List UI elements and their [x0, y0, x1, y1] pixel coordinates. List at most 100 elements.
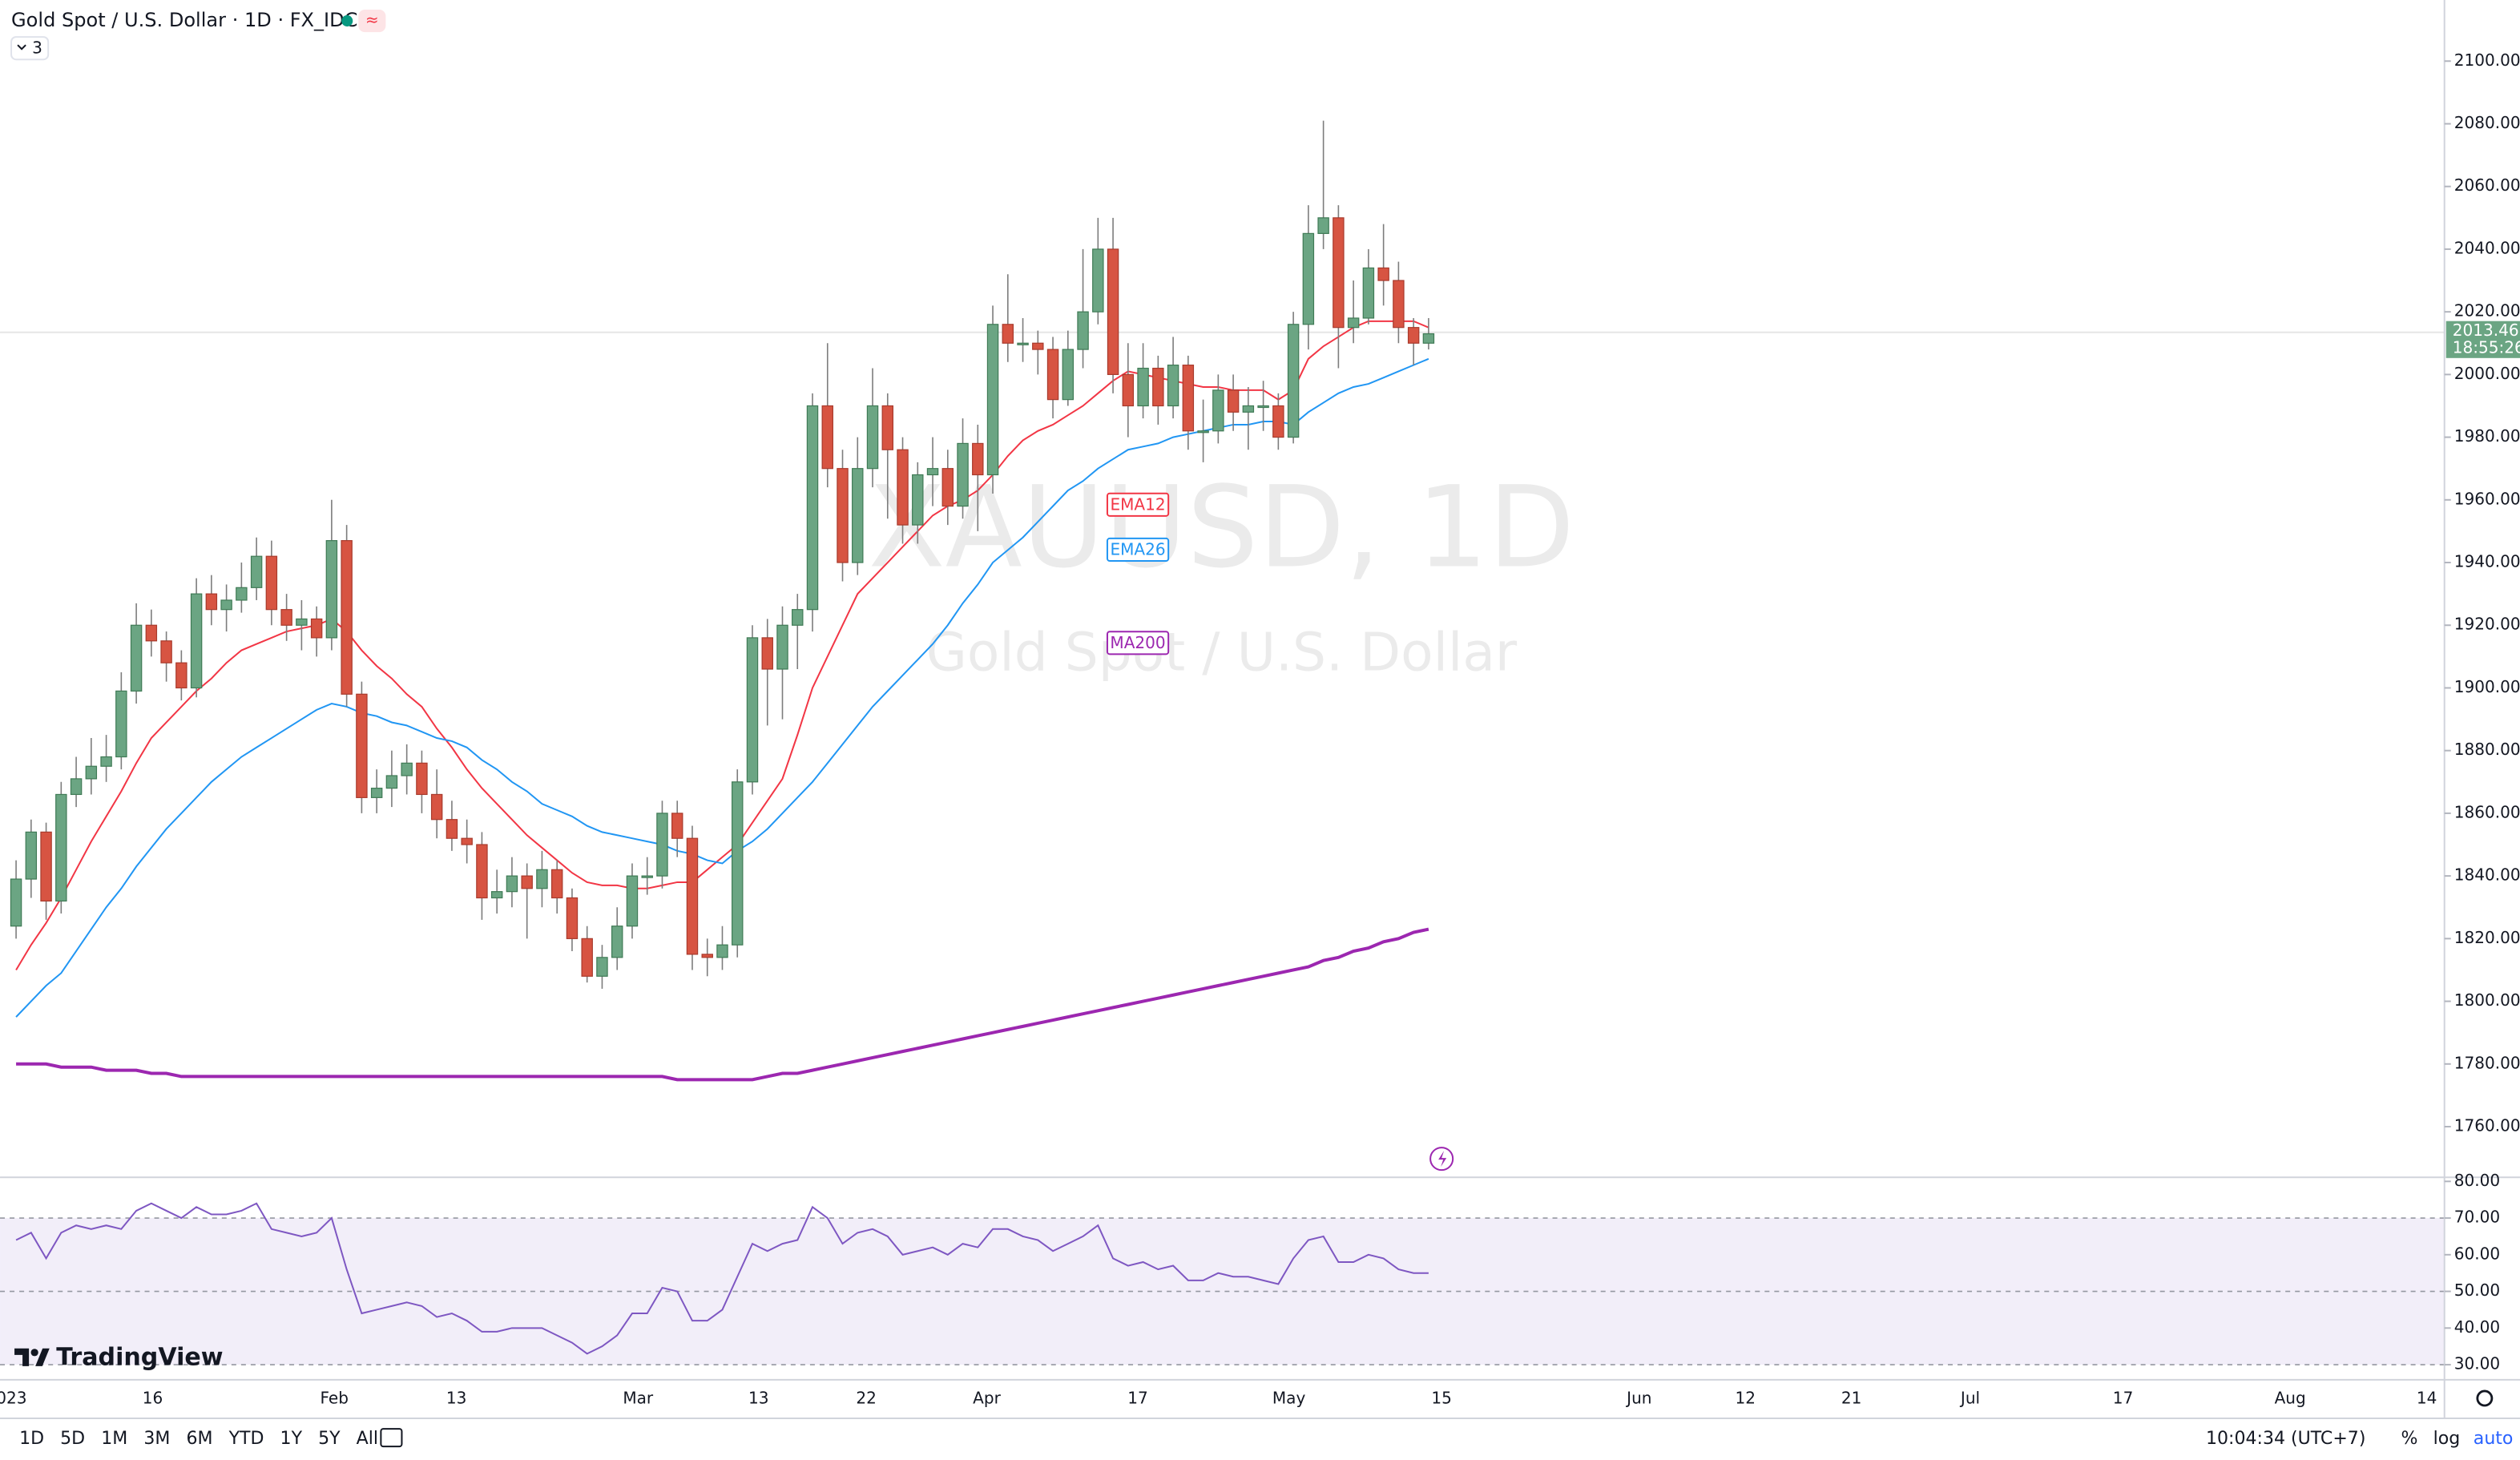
x-tick-label: 21 — [1841, 1388, 1862, 1407]
candle-body — [761, 637, 773, 670]
rsi-y-tick-label: 60.00 — [2454, 1244, 2500, 1263]
candle-body — [446, 819, 458, 839]
candle-body — [1377, 267, 1389, 281]
x-tick-label: 14 — [2417, 1388, 2437, 1407]
candle-body — [732, 781, 744, 946]
range-button[interactable]: 5Y — [318, 1429, 341, 1449]
candle-body — [686, 837, 699, 955]
candle-body — [341, 540, 353, 695]
overlay-label-box — [1106, 492, 1170, 517]
candle-body — [912, 474, 924, 526]
y-tick-label: 1940.00 — [2454, 552, 2520, 571]
last-price-tag — [2445, 321, 2520, 358]
rsi-y-tick-label: 30.00 — [2454, 1354, 2500, 1373]
candle-body — [1017, 342, 1029, 345]
range-button[interactable]: All — [357, 1429, 378, 1449]
candle-body — [536, 869, 548, 889]
indicator-count: 3 — [32, 38, 42, 58]
overlay-label-text: EMA12 — [1110, 494, 1165, 514]
candle-body — [296, 618, 308, 626]
range-button[interactable]: 3M — [143, 1429, 170, 1449]
rsi-y-tick-label: 50.00 — [2454, 1281, 2500, 1300]
watermark: XAUUSD, 1D — [869, 462, 1575, 593]
x-tick-label: May — [1272, 1388, 1306, 1407]
range-button[interactable]: 1M — [101, 1429, 127, 1449]
rsi-y-tick-label: 80.00 — [2454, 1171, 2500, 1190]
date-range-icon[interactable] — [380, 1428, 403, 1448]
overlay-label-box — [1106, 537, 1170, 563]
candle-body — [490, 891, 503, 899]
candle-body — [25, 831, 38, 880]
candle-body — [430, 793, 443, 821]
x-axis: 2023 16 Feb 13 Mar 13 22 Apr 17 May 15 Jun 12 21 Jul 17… — [0, 1388, 2437, 1407]
overlay-line — [15, 357, 1429, 1018]
event-bolt — [1438, 1151, 1447, 1168]
range-button[interactable]: 1Y — [280, 1429, 303, 1449]
y-tick-label: 1820.00 — [2454, 928, 2520, 947]
scale-option[interactable]: log — [2433, 1429, 2461, 1449]
x-tick-label: 17 — [2113, 1388, 2134, 1407]
candle-body — [325, 540, 338, 639]
candle-body — [1137, 367, 1149, 407]
scale-option[interactable]: % — [2401, 1429, 2418, 1449]
candle-body — [356, 693, 368, 798]
data-badge[interactable] — [358, 10, 386, 33]
chevron — [17, 44, 26, 50]
candle-body — [1062, 349, 1075, 401]
candle-body — [550, 869, 563, 899]
market-status — [341, 15, 353, 27]
range-button[interactable]: 1D — [19, 1429, 44, 1449]
candle-body — [205, 593, 218, 611]
candle-body — [1032, 342, 1044, 350]
candle-body — [1107, 248, 1119, 375]
candle-body — [1092, 248, 1104, 313]
candle-body — [1167, 365, 1179, 407]
logo-dot — [30, 1349, 38, 1357]
candle-body — [115, 690, 127, 758]
candle-body — [416, 762, 428, 796]
settings-icon[interactable] — [2476, 1389, 2494, 1407]
candle-body — [476, 844, 488, 899]
candle-body — [55, 793, 67, 902]
candle-body — [806, 405, 819, 611]
range-button[interactable]: YTD — [228, 1429, 264, 1449]
x-tick-label: Feb — [320, 1388, 348, 1407]
symbol-title: Gold Spot / U.S. Dollar · 1D · FX_IDC — [11, 9, 357, 31]
scale-option[interactable]: auto — [2474, 1429, 2514, 1449]
candle-body — [1287, 324, 1300, 438]
candle-body — [866, 405, 879, 470]
y-tick-label: 1860.00 — [2454, 802, 2520, 821]
data-badge-icon: ≈ — [365, 10, 379, 30]
candle-body — [1002, 324, 1014, 344]
candle-body — [1227, 389, 1240, 413]
candle-body — [566, 897, 579, 939]
candle-body — [986, 324, 999, 476]
candle-body — [401, 762, 413, 776]
candle-body — [1302, 232, 1315, 325]
range-button[interactable]: 5D — [60, 1429, 85, 1449]
candle-body — [220, 599, 232, 611]
candle-body — [926, 468, 939, 476]
y-tick-label: 1880.00 — [2454, 740, 2520, 759]
range-button[interactable]: 6M — [186, 1429, 212, 1449]
y-tick-label: 1840.00 — [2454, 865, 2520, 885]
y-tick-label: 2020.00 — [2454, 301, 2520, 321]
x-tick-label: 13 — [446, 1388, 467, 1407]
candle-body — [175, 662, 187, 689]
candle-body — [611, 926, 623, 958]
x-tick-label: 12 — [1735, 1388, 1756, 1407]
overlay-label: EMA12 — [1106, 492, 1170, 517]
candle-body — [626, 875, 639, 927]
logo-mark — [35, 1348, 50, 1366]
y-tick-label: 2000.00 — [2454, 364, 2520, 383]
candle-body — [701, 954, 713, 958]
candle-body — [10, 878, 22, 927]
y-tick-label: 2040.00 — [2454, 238, 2520, 257]
indicator-toggle[interactable] — [10, 36, 50, 61]
candle-body — [370, 788, 383, 798]
candle-body — [792, 609, 804, 626]
overlay-label: EMA26 — [1106, 537, 1170, 563]
x-tick-label: 2023 — [0, 1388, 27, 1407]
x-tick-label: 15 — [1431, 1388, 1452, 1407]
